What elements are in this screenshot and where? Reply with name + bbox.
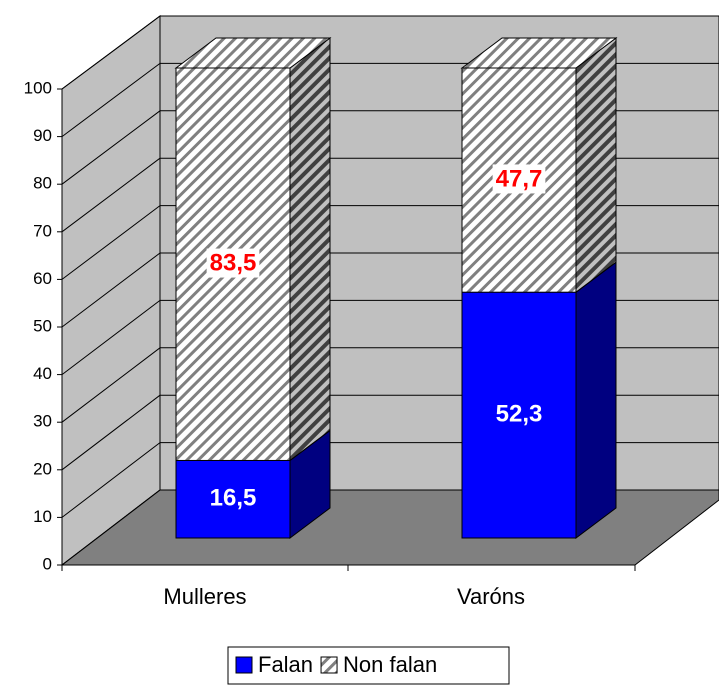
legend-swatch (320, 656, 338, 674)
y-tick-label: 90 (33, 126, 52, 145)
legend-items: Falan Non falan (235, 652, 437, 677)
value-label: 83,5 (210, 250, 257, 277)
y-tick-label: 10 (33, 507, 52, 526)
grid-line (61, 300, 161, 375)
bar-side (575, 37, 617, 294)
y-tick-label: 80 (33, 174, 52, 193)
legend-label: Non falan (343, 652, 437, 677)
bar-side (289, 37, 331, 462)
x-tick-label: Varóns (457, 584, 525, 609)
grid-line (61, 62, 161, 138)
bar-segment (175, 459, 291, 539)
grid-line (61, 347, 161, 423)
grid-line (61, 252, 161, 328)
y-tick-label: 30 (33, 412, 52, 431)
value-label-box (492, 164, 546, 194)
grid-line (61, 394, 161, 471)
grid-line (61, 157, 161, 233)
y-tick-label: 60 (33, 269, 52, 288)
value-label: 52,3 (496, 400, 543, 427)
y-tick-label: 100 (24, 78, 52, 97)
grid-line (61, 205, 161, 280)
value-label: 47,7 (496, 165, 543, 192)
grid-line (61, 442, 161, 518)
bars: 16,5 83,5 52,3 47,7 (174, 37, 618, 539)
bar-side (575, 261, 617, 539)
bar-top (174, 37, 332, 69)
y-tick-label: 20 (33, 459, 52, 478)
grid-line (61, 110, 161, 185)
grid-line (61, 489, 161, 566)
y-tick-label: 50 (33, 316, 52, 335)
y-tick-label: 70 (33, 221, 52, 240)
value-label: 16,5 (210, 485, 257, 512)
legend-swatch (235, 656, 253, 674)
y-tick-label: 40 (33, 364, 52, 383)
legend-label: Falan (258, 652, 313, 677)
y-tick-label: 0 (43, 554, 52, 573)
value-label-box (206, 248, 260, 278)
bar-top (460, 37, 618, 69)
floor (60, 489, 719, 566)
x-tick-label: Mulleres (163, 584, 246, 609)
grid-line (61, 15, 161, 90)
legend (227, 646, 510, 685)
